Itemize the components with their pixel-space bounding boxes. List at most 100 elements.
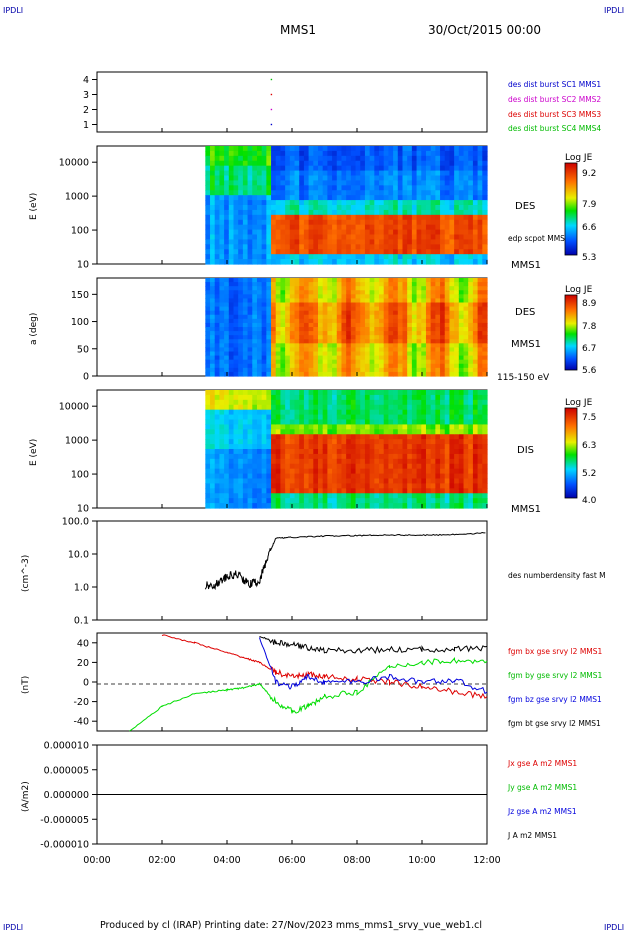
- spectrogram-cell: [271, 229, 277, 236]
- spectrogram-cell: [440, 155, 446, 162]
- spectrogram-cell: [393, 424, 399, 430]
- spectrogram-cell: [468, 234, 474, 241]
- panel4-ylabel: E (eV): [29, 439, 39, 466]
- spectrogram-cell: [256, 363, 263, 369]
- spectrogram-cell: [425, 488, 432, 494]
- spectrogram-cell: [416, 209, 422, 216]
- spectrogram-cell: [379, 286, 385, 291]
- spectrogram-cell: [275, 458, 282, 465]
- spectrogram-cell: [210, 463, 216, 470]
- spectrogram-cell: [388, 170, 394, 177]
- spectrogram-cell: [440, 399, 446, 406]
- spectrogram-cell: [336, 209, 343, 216]
- spectrogram-cell: [383, 351, 390, 357]
- spectrogram-cell: [421, 429, 427, 435]
- spectrogram-cell: [435, 150, 441, 157]
- spectrogram-cell: [435, 259, 441, 265]
- spectrogram-cell: [482, 339, 488, 344]
- spectrogram-cell: [303, 239, 310, 245]
- spectrogram-cell: [219, 363, 225, 369]
- spectrogram-cell: [435, 254, 441, 260]
- spectrogram-cell: [322, 205, 328, 211]
- spectrogram-cell: [322, 302, 328, 308]
- spectrogram-cell: [416, 367, 422, 373]
- spectrogram-cell: [440, 478, 446, 485]
- spectrogram-cell: [266, 394, 272, 401]
- spectrogram-cell: [336, 503, 343, 509]
- spectrogram-cell: [421, 209, 427, 216]
- spectrogram-cell: [224, 170, 230, 177]
- spectrogram-cell: [332, 146, 338, 152]
- spectrogram-cell: [458, 478, 465, 485]
- spectrogram-cell: [440, 160, 446, 167]
- spectrogram-cell: [346, 439, 352, 445]
- spectrogram-cell: [341, 165, 347, 172]
- spectrogram-cell: [430, 244, 436, 250]
- xtick-label: 02:00: [148, 855, 175, 866]
- spectrogram-cell: [407, 363, 413, 369]
- spectrogram-cell: [252, 434, 258, 440]
- spectrogram-cell: [472, 468, 479, 475]
- spectrogram-cell: [285, 390, 291, 396]
- spectrogram-cell: [472, 339, 479, 344]
- spectrogram-cell: [477, 339, 483, 344]
- spectrogram-cell: [369, 473, 375, 480]
- spectrogram-cell: [364, 351, 371, 357]
- spectrogram-cell: [280, 170, 286, 177]
- spectrogram-cell: [435, 200, 441, 206]
- spectrogram-cell: [289, 488, 296, 494]
- legend-burst-sc1: des dist burst SC1 MMS1: [508, 80, 601, 89]
- spectrogram-cell: [435, 488, 441, 494]
- spectrogram-cell: [444, 367, 451, 373]
- spectrogram-cell: [210, 200, 216, 206]
- spectrogram-cell: [388, 249, 394, 255]
- spectrogram-cell: [219, 468, 225, 475]
- spectrogram-cell: [224, 244, 230, 250]
- spectrogram-cell: [440, 209, 446, 216]
- spectrogram-cell: [289, 244, 296, 250]
- spectrogram-cell: [214, 359, 221, 365]
- spectrogram-cell: [472, 347, 479, 353]
- spectrogram-cell: [364, 359, 371, 365]
- spectrogram-cell: [407, 478, 413, 485]
- spectrogram-cell: [318, 468, 324, 475]
- spectrogram-cell: [369, 335, 375, 340]
- spectrogram-cell: [224, 214, 230, 221]
- spectrogram-cell: [369, 249, 375, 255]
- spectrogram-cell: [271, 298, 277, 304]
- spectrogram-cell: [294, 483, 300, 489]
- spectrogram-cell: [463, 355, 469, 361]
- spectrogram-cell: [379, 298, 385, 304]
- spectrogram-cell: [369, 190, 375, 196]
- spectrogram-cell: [393, 180, 399, 186]
- spectrogram-cell: [275, 234, 282, 241]
- spectrogram-cell: [308, 363, 314, 369]
- spectrogram-cell: [407, 327, 413, 332]
- spectrogram-cell: [482, 390, 488, 396]
- spectrogram-cell: [369, 503, 375, 509]
- spectrogram-cell: [444, 390, 451, 396]
- spectrogram-cell: [440, 254, 446, 260]
- spectrogram-cell: [336, 449, 343, 455]
- spectrogram-cell: [463, 209, 469, 216]
- spectrogram-cell: [275, 468, 282, 475]
- spectrogram-cell: [374, 146, 380, 152]
- spectrogram-cell: [332, 302, 338, 308]
- spectrogram-cell: [303, 493, 310, 499]
- spectrogram-cell: [261, 498, 267, 504]
- spectrogram-cell: [261, 363, 267, 369]
- spectrogram-cell: [271, 483, 277, 489]
- spectrogram-cell: [336, 318, 343, 324]
- spectrogram-cell: [247, 404, 253, 411]
- spectrogram-cell: [322, 327, 328, 332]
- spectrogram-cell: [228, 214, 235, 221]
- spectrogram-cell: [383, 229, 390, 236]
- spectrogram-cell: [308, 498, 314, 504]
- spectrogram-cell: [379, 351, 385, 357]
- spectrogram-cell: [256, 286, 263, 291]
- spectrogram-cell: [411, 343, 418, 349]
- spectrogram-cell: [393, 335, 399, 340]
- spectrogram-cell: [383, 170, 390, 177]
- spectrogram-cell: [318, 367, 324, 373]
- spectrogram-cell: [463, 195, 469, 201]
